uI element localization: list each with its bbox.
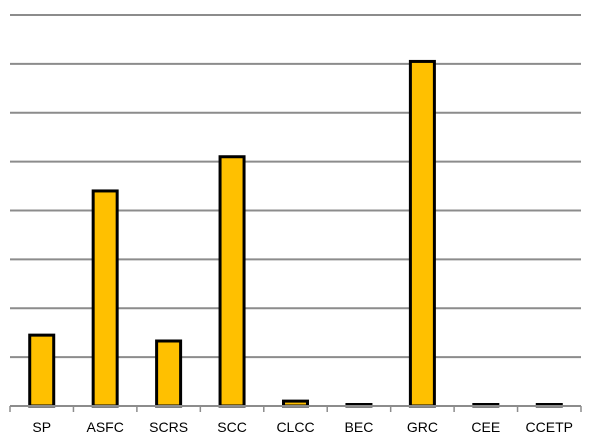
- x-tick-label: ASFC: [86, 419, 123, 435]
- x-tick-label: SCC: [217, 419, 247, 435]
- x-tick-label: CEE: [471, 419, 500, 435]
- x-tick-labels: SP ASFC SCRS SCC CLCC BEC GRC CEE CCETP: [32, 419, 573, 435]
- bar-scc: [218, 155, 246, 408]
- x-tick-label: GRC: [407, 419, 438, 435]
- x-tick-label: CCETP: [526, 419, 573, 435]
- bar-grc: [408, 59, 436, 408]
- x-tick-label: SP: [32, 419, 51, 435]
- bar-asfc: [91, 189, 119, 408]
- bar-sp: [28, 333, 56, 408]
- x-tick-label: SCRS: [149, 419, 188, 435]
- x-axis: [9, 405, 582, 412]
- bar-scrs: [155, 339, 183, 408]
- bar-layer: [28, 59, 563, 408]
- x-tick-label: BEC: [345, 419, 374, 435]
- x-tick-label: CLCC: [276, 419, 314, 435]
